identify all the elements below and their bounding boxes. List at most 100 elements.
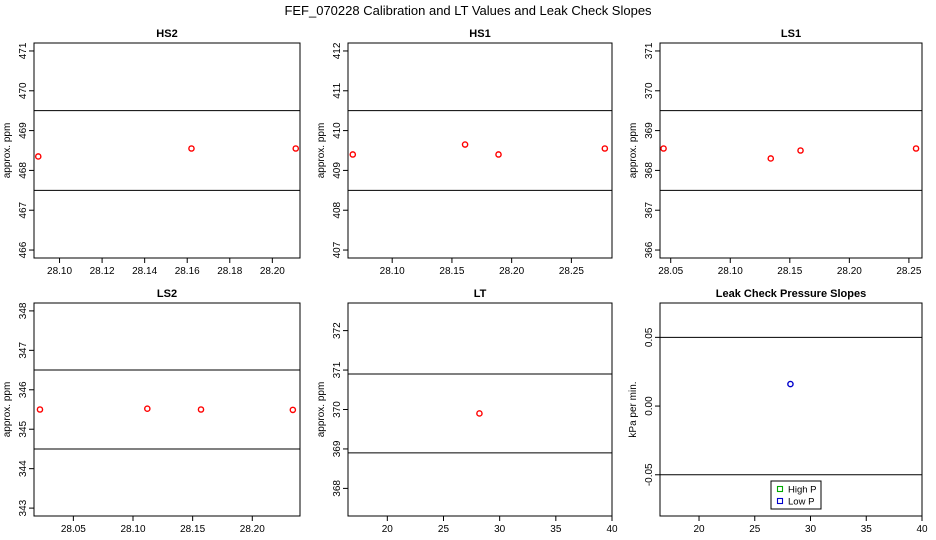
y-tick-label: -0.05 [644,463,655,486]
data-point [197,406,205,413]
legend-marker [776,497,784,505]
y-tick-label: 370 [332,401,343,418]
x-tick-label: 28.15 [777,266,802,277]
chart-title: LS2 [157,288,177,300]
chart-panel-1: HS2 28.10 28.12 28.14 28.16 28.18 28.20 466 467 4… [2,28,301,277]
chart-panel-5: LT 20 25 30 35 40 368 369 370 371 372 approx. ppm [316,288,618,535]
y-tick-label: 0.00 [644,396,655,416]
x-tick-label: 28.15 [180,524,205,535]
y-tick-label: 368 [332,480,343,497]
x-tick-label: 28.10 [120,524,145,535]
x-tick-label: 30 [494,524,506,535]
data-point [34,153,42,160]
x-tick-label: 28.14 [132,266,157,277]
chart-title: HS2 [156,28,177,40]
plot-frame [347,302,613,517]
chart-panels: HS2 28.10 28.12 28.14 28.16 28.18 28.20 466 467 4… [2,28,928,535]
y-tick-label: 469 [18,122,29,139]
legend-box [770,480,822,510]
x-tick-label: 28.05 [61,524,86,535]
y-tick-label: 371 [332,361,343,378]
x-tick-label: 35 [861,524,873,535]
y-tick-label: 346 [18,381,29,398]
chart-title: LS1 [781,28,801,40]
y-tick-label: 371 [644,42,655,59]
y-tick-label: 367 [644,201,655,218]
data-point [601,145,609,152]
y-axis-label: kPa per min. [628,381,639,437]
data-point [144,405,151,413]
x-tick-label: 40 [916,524,928,535]
y-tick-label: 370 [644,82,655,99]
x-tick-label: 28.20 [499,266,524,277]
x-tick-label: 30 [805,524,817,535]
x-tick-label: 28.10 [718,266,743,277]
x-tick-label: 28.20 [260,266,285,277]
x-tick-label: 28.05 [658,266,683,277]
chart-title: LT [474,288,487,300]
data-point [495,151,502,158]
x-tick-label: 28.25 [559,266,584,277]
chart-panel-4: LS2 28.05 28.10 28.15 28.20 343 344 345 346 347 34… [2,288,301,535]
y-tick-label: 0.05 [644,327,655,347]
x-tick-label: 28.12 [90,266,115,277]
y-tick-label: 471 [18,42,29,59]
data-point [660,145,667,152]
x-tick-label: 20 [693,524,705,535]
y-tick-label: 412 [332,42,343,59]
y-tick-label: 345 [18,420,29,437]
x-tick-label: 28.10 [47,266,72,277]
y-tick-label: 366 [644,241,655,258]
y-tick-label: 470 [18,82,29,99]
y-tick-label: 368 [644,162,655,179]
legend-label: Low P [788,497,814,508]
x-tick-label: 20 [382,524,394,535]
figure-title: FEF_070228 Calibration and LT Values and… [284,3,652,18]
y-tick-label: 409 [332,162,343,179]
chart-panel-2: HS1 28.10 28.15 28.20 28.25 407 408 409 410 411 41… [316,28,613,277]
chart-panel-3: LS1 28.05 28.10 28.15 28.20 28.25 366 367 368 369… [628,28,923,277]
y-tick-label: 369 [332,440,343,457]
chart-panel-6: Leak Check Pressure Slopes 20 25 30 35 40 -0.0… [628,288,928,535]
y-tick-label: 344 [18,460,29,477]
data-point [767,155,775,162]
legend-marker [776,485,784,493]
x-tick-label: 28.20 [837,266,862,277]
plot-frame [659,42,923,259]
data-point [797,147,804,154]
y-tick-label: 343 [18,499,29,516]
x-tick-label: 25 [749,524,761,535]
y-tick-label: 410 [332,122,343,139]
plot-frame [33,302,301,517]
x-tick-label: 28.10 [380,266,405,277]
y-axis-label: approx. ppm [316,123,327,179]
plot-frame [347,42,613,259]
y-tick-label: 408 [332,201,343,218]
y-tick-label: 407 [332,241,343,258]
x-tick-label: 28.20 [240,524,265,535]
data-point [461,141,469,148]
y-tick-label: 411 [332,82,343,98]
data-point [292,145,300,152]
x-tick-label: 28.15 [439,266,464,277]
chart-title: Leak Check Pressure Slopes [716,288,866,300]
x-tick-label: 35 [550,524,562,535]
data-point [476,410,483,417]
x-tick-label: 28.16 [175,266,200,277]
y-tick-label: 347 [18,342,29,359]
y-tick-label: 369 [644,122,655,139]
y-axis-label: approx. ppm [628,123,639,179]
y-tick-label: 372 [332,322,343,339]
data-point [188,145,195,152]
y-tick-label: 348 [18,302,29,319]
data-point [289,406,297,414]
y-axis-label: approx. ppm [2,382,13,438]
y-axis-label: approx. ppm [2,123,13,179]
chart-title: HS1 [469,28,490,40]
y-tick-label: 468 [18,162,29,179]
data-point [36,406,44,413]
plot-frame [659,302,923,517]
x-tick-label: 28.18 [217,266,242,277]
